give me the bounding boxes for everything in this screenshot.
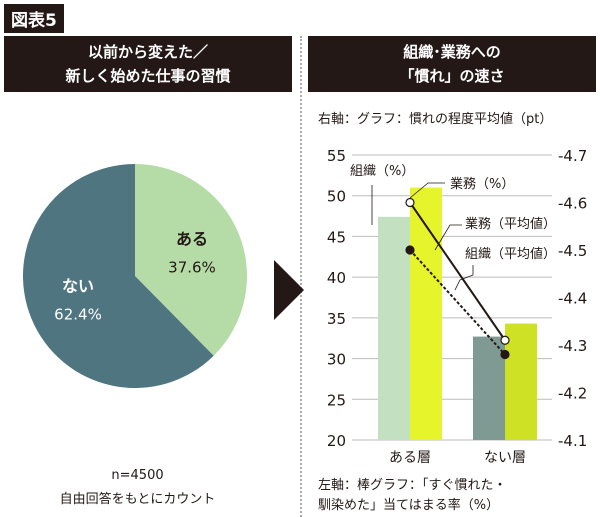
bar-line-chart: 20 25 30 35 40 45 50 55 -4.1 -4.2 -4.3 -4.4 -4.5 -4.6… (327, 147, 587, 466)
pie-slice-yes (135, 164, 248, 356)
line-1 (409, 249, 506, 356)
callout-label: 業務（平均値） (465, 216, 556, 232)
category-label: ない層 (484, 450, 526, 466)
left-tick-label: 45 (327, 228, 346, 246)
line-point (500, 349, 510, 360)
figure-label: 図表5 (4, 4, 64, 33)
line-point (500, 335, 510, 345)
left-tick-label: 25 (327, 391, 346, 409)
category-label: ある層 (389, 450, 431, 466)
bar-business-1 (505, 323, 537, 440)
pie-value-label: 37.6% (168, 259, 216, 277)
line-0 (409, 201, 506, 341)
callout-line (434, 224, 462, 251)
left-axis-note-1: 左軸：棒グラフ：「すぐ慣れた・ (318, 478, 507, 493)
left-tick-label: 30 (327, 351, 346, 369)
left-tick-label: 35 (327, 310, 346, 328)
line-point (405, 245, 415, 255)
bar-business-0 (410, 187, 442, 440)
right-tick-label: -4.4 (558, 290, 587, 308)
left-title-line2: 新しく始めた仕事の習慣 (65, 67, 231, 85)
pie-label: ない (62, 276, 94, 295)
right-title-line2: 「慣れ」の速さ (399, 67, 505, 85)
divider (300, 36, 302, 517)
pie-slice-no (23, 164, 214, 388)
left-title: 以前から変えた／ 新しく始めた仕事の習慣 (4, 36, 292, 92)
sample-size: n=4500 (111, 468, 164, 483)
right-axis-note: 右軸：グラフ：慣れの程度平均値（pt） (318, 112, 553, 127)
right-tick-label: -4.7 (558, 147, 587, 165)
bar-org-0 (378, 216, 410, 440)
method-note: 自由回答をもとにカウント (59, 492, 216, 507)
callout-label: 組織（平均値） (465, 246, 556, 262)
left-tick-label: 50 (327, 188, 346, 206)
left-tick-label: 20 (327, 432, 346, 450)
right-title: 組織･業務への 「慣れ」の速さ (308, 36, 596, 92)
pie-label: ある (176, 230, 208, 249)
left-axis-note-2: 馴染めた」当てはまる率（%） (318, 498, 500, 513)
line-point (405, 197, 415, 208)
right-tick-label: -4.3 (558, 337, 587, 355)
pie-chart: ある 37.6% ない 62.4% (23, 164, 248, 388)
callout-line (409, 182, 445, 199)
right-tick-label: -4.2 (558, 385, 587, 403)
bar-org-1 (473, 336, 505, 440)
left-title-line1: 以前から変えた／ (87, 43, 208, 61)
arrow-icon (274, 260, 304, 320)
right-tick-label: -4.5 (558, 242, 587, 260)
left-tick-label: 40 (327, 269, 346, 287)
left-tick-label: 55 (327, 147, 346, 165)
pie-value-label: 62.4% (54, 305, 102, 323)
callout-line (454, 265, 474, 291)
right-tick-label: -4.6 (558, 195, 587, 213)
callout-label: 業務（%） (450, 176, 514, 192)
callout-label: 組織（%） (350, 164, 414, 179)
right-title-line1: 組織･業務への (403, 43, 501, 61)
right-tick-label: -4.1 (558, 432, 587, 450)
